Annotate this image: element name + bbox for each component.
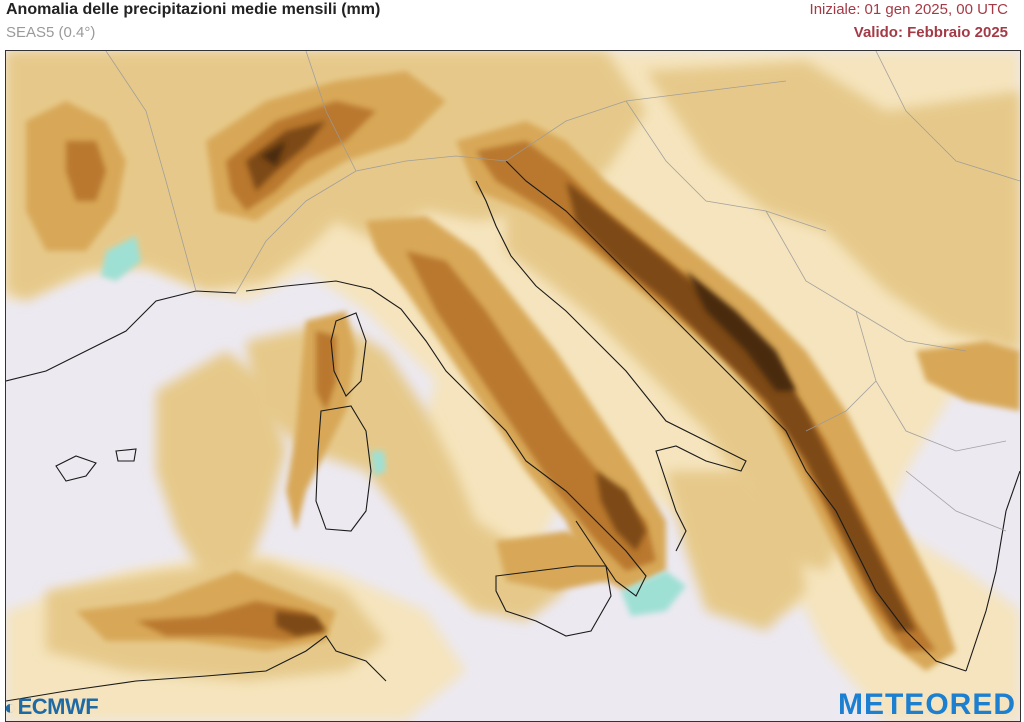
positive-anomaly-ligurian: [101, 236, 141, 281]
mid-anomaly-dinaric: [456, 121, 956, 671]
coast-north-africa: [6, 635, 387, 702]
ecmwf-logo: ◐ECMWF: [4, 694, 99, 719]
coast-sardinia: [315, 405, 372, 532]
coast-balkans: [505, 160, 967, 672]
map-canvas: [6, 51, 1020, 721]
tan-anomaly-adriatic: [506, 191, 846, 571]
valid-period: Valido: Febbraio 2025: [853, 24, 1008, 41]
tan-anomaly-north: [6, 51, 646, 301]
darkest-anomaly-alps: [261, 141, 286, 166]
coast-balearics: [55, 455, 97, 482]
mid-anomaly-sardinia-corsica: [286, 311, 356, 531]
brown-anomaly-west-alps: [66, 141, 106, 201]
coast-greece: [965, 470, 1020, 672]
coast-menorca: [115, 448, 137, 462]
meteored-logo: METEORED: [837, 688, 1016, 721]
positive-anomaly-sardinia: [371, 451, 386, 476]
brown-anomaly-sardinia: [316, 331, 336, 411]
map-title: Anomalia delle precipitazioni medie mens…: [6, 1, 381, 18]
mid-anomaly-east: [916, 341, 1020, 411]
dark-anomaly-calabria: [596, 471, 646, 551]
coast-italy-west: [245, 280, 647, 597]
tan-anomaly-east: [646, 61, 1020, 351]
darkest-anomaly-dinaric: [686, 271, 796, 391]
borders: [105, 51, 1020, 532]
mid-anomaly-italy-south: [496, 531, 616, 591]
brown-anomaly-apennines: [406, 251, 656, 571]
header: Anomalia delle precipitazioni medie mens…: [0, 0, 1024, 50]
precipitation-anomaly-map: [5, 50, 1021, 722]
tan-anomaly-west-sea: [156, 351, 286, 581]
dark-anomaly-tunisia: [276, 611, 326, 636]
coast-italy-east: [475, 180, 747, 552]
coastlines: [6, 160, 1020, 702]
coast-sicily: [495, 565, 612, 637]
coast-corsica: [330, 312, 367, 397]
tan-anomaly-ionian: [666, 471, 806, 631]
init-time: Iniziale: 01 gen 2025, 00 UTC: [809, 1, 1008, 18]
model-label: SEAS5 (0.4°): [6, 24, 96, 41]
ecmwf-logo-icon: ◐: [4, 697, 16, 719]
positive-anomaly-ionian: [621, 571, 686, 616]
dark-anomaly-dinaric: [566, 181, 916, 631]
dark-anomaly-alps: [246, 121, 326, 191]
brown-anomaly-north-africa: [136, 601, 326, 641]
